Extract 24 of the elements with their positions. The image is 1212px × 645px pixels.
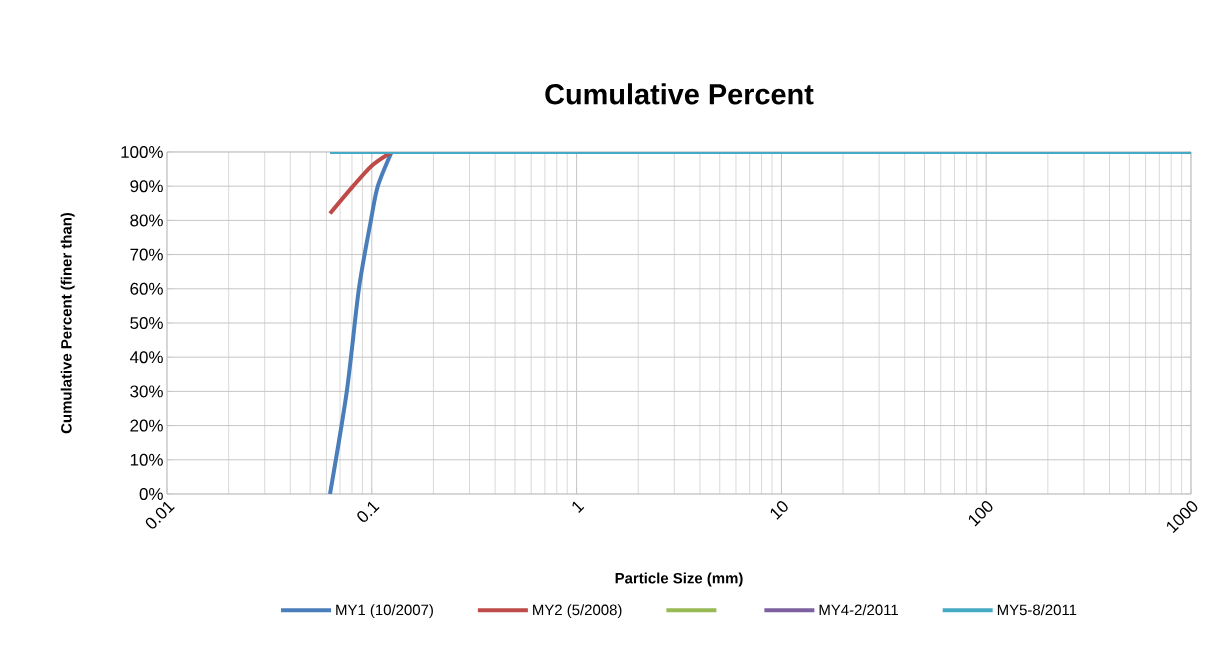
- line-series: [328, 151, 394, 216]
- y-tick-label: 70%: [130, 248, 163, 261]
- x-tick-label: 1: [572, 501, 585, 513]
- y-axis-title: Cumulative Percent (finer than): [60, 212, 75, 434]
- legend-label: MY2 (5/2008): [533, 604, 622, 619]
- y-tick-label: 80%: [130, 214, 163, 227]
- x-tick-label: 0.1: [357, 501, 380, 522]
- y-tick-label: 20%: [130, 419, 163, 432]
- y-tick-label: 100%: [121, 145, 163, 158]
- chart-title: Cumulative Percent: [545, 83, 814, 105]
- y-tick-label: 30%: [130, 385, 163, 398]
- y-tick-label: 40%: [129, 351, 163, 364]
- x-tick-label: 10: [770, 501, 788, 520]
- legend-label: MY4-2/2011: [819, 604, 898, 616]
- x-tick-label: 100: [968, 501, 993, 527]
- legend-label: MY1 (10/2007): [336, 604, 433, 619]
- y-tick-label: 90%: [130, 180, 163, 193]
- y-tick-label: 50%: [130, 316, 163, 329]
- x-axis-title: Particle Size (mm): [615, 572, 743, 587]
- y-tick-label: 60%: [130, 282, 163, 295]
- y-tick-label: 10%: [130, 453, 163, 466]
- x-tick-label: 0.01: [145, 501, 175, 529]
- y-tick-label: 0%: [139, 487, 163, 500]
- legend-label: MY5-8/2011: [997, 604, 1077, 616]
